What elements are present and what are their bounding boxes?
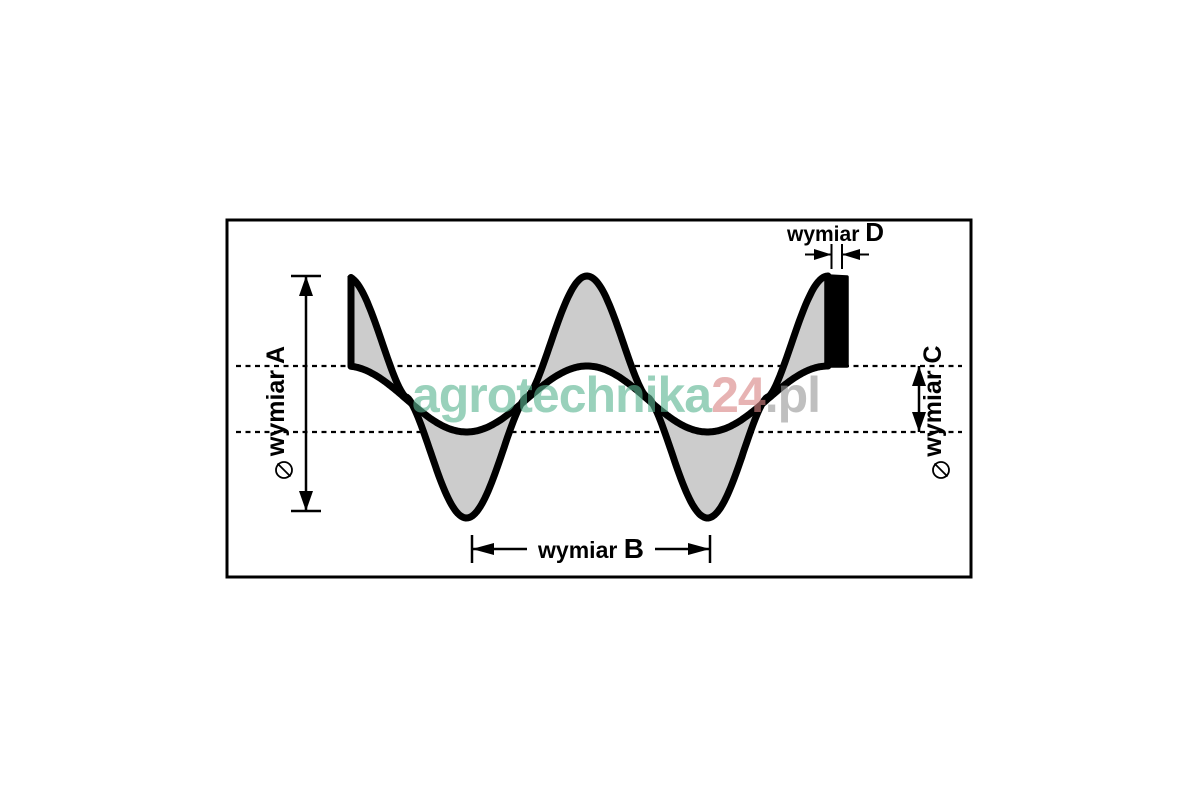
svg-text:wymiar C: wymiar C xyxy=(919,345,947,457)
svg-text:wymiar B: wymiar B xyxy=(537,533,644,564)
svg-text:wymiar A: wymiar A xyxy=(262,346,290,457)
svg-text:agrotechnika24.pl: agrotechnika24.pl xyxy=(412,367,820,423)
